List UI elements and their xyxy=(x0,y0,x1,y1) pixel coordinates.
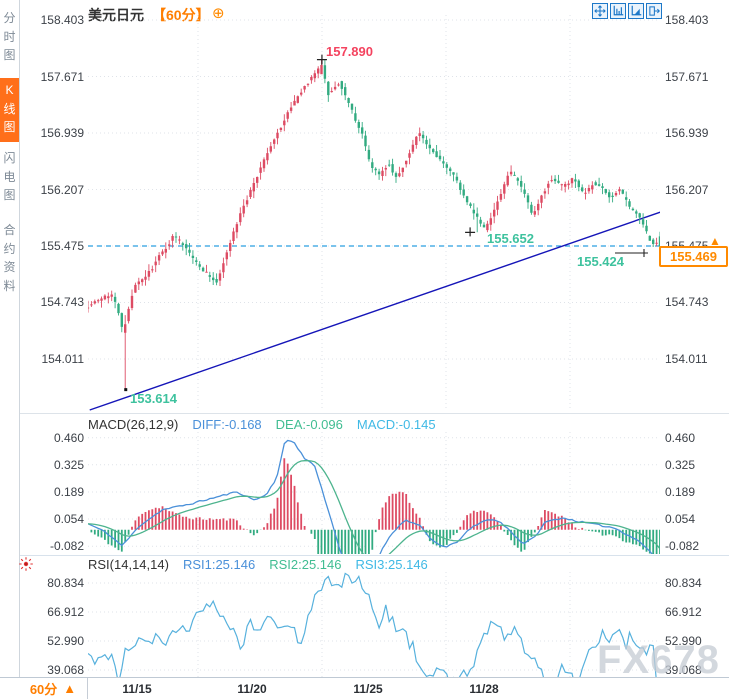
rsi-axis-label: 80.834 xyxy=(47,576,84,590)
last-low-annotation: 155.424 xyxy=(577,254,624,269)
macd-axis-label: 0.054 xyxy=(665,512,696,526)
peak-price-annotation: 157.890 xyxy=(326,44,373,59)
macd-chart[interactable] xyxy=(88,432,660,554)
auto-scale-icon[interactable] xyxy=(628,3,644,19)
price-up-arrow-icon: ▲ xyxy=(709,234,721,248)
rsi1-value: RSI1:25.146 xyxy=(182,557,256,572)
price-axis-label: 156.207 xyxy=(665,182,709,197)
macd-axis-label: 0.460 xyxy=(665,430,696,445)
macd-axis-label: -0.082 xyxy=(49,539,84,554)
macd-axis-label: 0.054 xyxy=(53,512,84,526)
x-axis-label: 11/15 xyxy=(122,682,152,696)
price-axis-label: 154.011 xyxy=(665,351,708,366)
rsi-chart[interactable] xyxy=(88,572,660,677)
rsi2-value: RSI2:25.146 xyxy=(269,557,342,572)
macd-header: MACD(26,12,9) DIFF:-0.168 DEA:-0.096 MAC… xyxy=(88,417,436,432)
indicator-settings-sun-icon[interactable] xyxy=(18,556,34,577)
macd-axis-label: 0.189 xyxy=(53,485,84,499)
y-axis-scale-icon[interactable] xyxy=(610,3,626,19)
start-low-annotation: 153.614 xyxy=(130,391,177,406)
macd-axis-label: 0.325 xyxy=(53,457,84,472)
timeframe-selector-label: 60分 xyxy=(29,682,58,697)
current-price-badge: 155.469 xyxy=(659,246,728,267)
chart-toolbar xyxy=(592,3,662,19)
panel-separator xyxy=(20,555,729,556)
x-axis-label: 11/25 xyxy=(353,682,383,696)
price-axis-label: 157.671 xyxy=(665,69,709,84)
timeframe-up-arrow-icon: ▲ xyxy=(63,681,77,696)
price-axis-label: 154.743 xyxy=(665,295,709,310)
rsi3-value: RSI3:25.146 xyxy=(355,557,428,572)
timeframe-label: 【60分】 xyxy=(152,7,210,23)
sidebar-tab-flash[interactable]: 闪电图 xyxy=(3,151,16,203)
price-axis-label: 158.403 xyxy=(40,13,84,28)
price-axis-label: 156.939 xyxy=(40,126,84,140)
rsi-axis-label: 39.068 xyxy=(47,662,84,677)
macd-axis-label: 0.460 xyxy=(53,430,84,445)
swing-low-annotation: 155.652 xyxy=(487,231,534,246)
price-axis-label: 158.403 xyxy=(665,13,709,28)
rsi-header: RSI(14,14,14) RSI1:25.146 RSI2:25.146 RS… xyxy=(88,557,428,572)
price-axis-label: 157.671 xyxy=(40,69,84,84)
rsi-axis-label: 66.912 xyxy=(665,605,702,619)
macd-title: MACD(26,12,9) xyxy=(88,417,179,432)
rsi-title: RSI(14,14,14) xyxy=(88,557,169,572)
x-axis-label: 11/28 xyxy=(469,682,499,696)
price-axis-label: 154.011 xyxy=(41,351,85,366)
rsi-axis-label: 80.834 xyxy=(665,576,702,590)
macd-axis-label: 0.189 xyxy=(665,485,696,499)
panel-separator xyxy=(20,413,729,414)
macd-macd-value: MACD:-0.145 xyxy=(356,417,436,432)
rsi-axis-label: 39.068 xyxy=(665,662,702,677)
rsi-axis-label: 52.990 xyxy=(665,634,702,648)
rsi-axis-label: 52.990 xyxy=(47,634,84,648)
pan-tool-icon[interactable] xyxy=(592,3,608,19)
add-indicator-icon[interactable]: ⊕ xyxy=(212,5,225,22)
rsi-axis-label: 66.912 xyxy=(47,605,84,619)
macd-dea-value: DEA:-0.096 xyxy=(275,417,343,432)
sidebar-tab-contract-info[interactable]: 合约资料 xyxy=(3,223,16,293)
exit-chart-icon[interactable] xyxy=(646,3,662,19)
sidebar-tab-kline[interactable]: K线图 xyxy=(0,78,19,142)
sidebar-tab-timeline[interactable]: 分时图 xyxy=(3,11,16,63)
price-axis-label: 154.743 xyxy=(40,295,84,310)
price-axis-label: 155.475 xyxy=(40,239,84,253)
x-axis-label: 11/20 xyxy=(237,682,267,696)
macd-diff-value: DIFF:-0.168 xyxy=(192,417,262,432)
candlestick-chart[interactable] xyxy=(88,15,660,411)
time-axis-bar: 60分 ▲ 11/15 11/20 11/25 11/28 xyxy=(0,677,729,699)
price-axis-label: 156.207 xyxy=(40,182,84,197)
macd-axis-label: -0.082 xyxy=(665,539,700,554)
price-axis-label: 156.939 xyxy=(665,126,709,140)
macd-axis-label: 0.325 xyxy=(665,457,696,472)
symbol-title: 美元日元 xyxy=(88,7,144,23)
timeframe-selector[interactable]: 60分 ▲ xyxy=(19,678,88,699)
sidebar-divider xyxy=(19,0,20,677)
